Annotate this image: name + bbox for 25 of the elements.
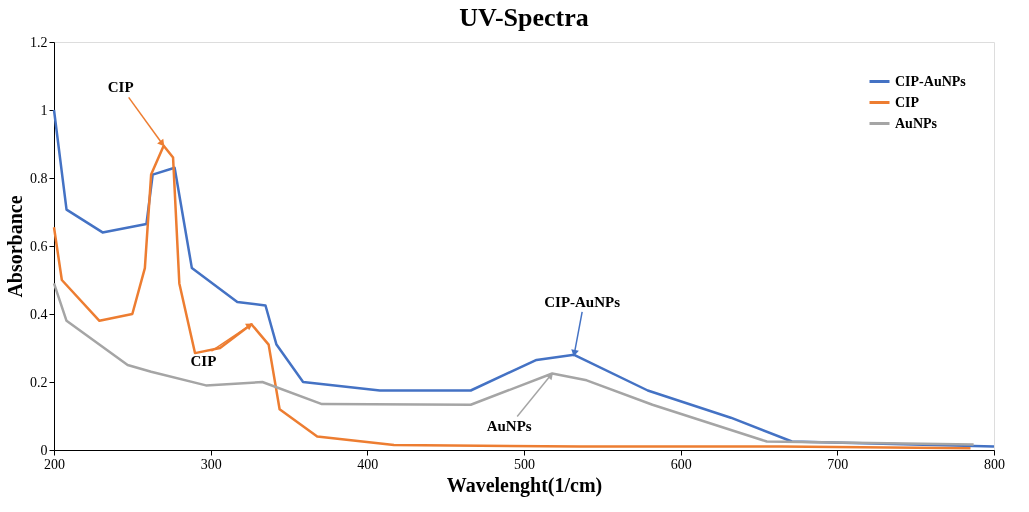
annotation: CIP [107, 79, 134, 96]
chart-title: UV-Spectra [459, 3, 589, 32]
legend-label: CIP-AuNPs [895, 73, 967, 89]
annotation: AuNPs [486, 418, 532, 435]
annotation: CIP [190, 353, 217, 370]
y-axis-title: Absorbance [4, 195, 26, 298]
y-tick-label: 0.6 [30, 238, 48, 254]
legend-label: AuNPs [895, 115, 938, 131]
x-tick-label: 400 [357, 456, 379, 472]
x-axis-title: Wavelenght(1/cm) [446, 473, 603, 497]
legend-label: CIP [895, 94, 920, 110]
y-tick-label: 0.4 [30, 306, 48, 322]
y-tick-label: 0.8 [30, 170, 48, 186]
x-tick-label: 300 [200, 456, 222, 472]
x-tick-label: 800 [984, 456, 1005, 472]
x-tick-label: 700 [827, 456, 849, 472]
line-series [52, 282, 975, 446]
y-tick-label: 1 [40, 102, 48, 118]
y-tick-label: 0.2 [30, 374, 48, 390]
y-tick-label: 1.2 [30, 34, 48, 50]
y-tick-label: 0 [40, 442, 48, 458]
x-tick-label: 500 [514, 456, 535, 472]
x-tick-label: 600 [670, 456, 692, 472]
x-tick-label: 200 [44, 456, 65, 472]
annotation: CIP-AuNPs [544, 293, 621, 310]
